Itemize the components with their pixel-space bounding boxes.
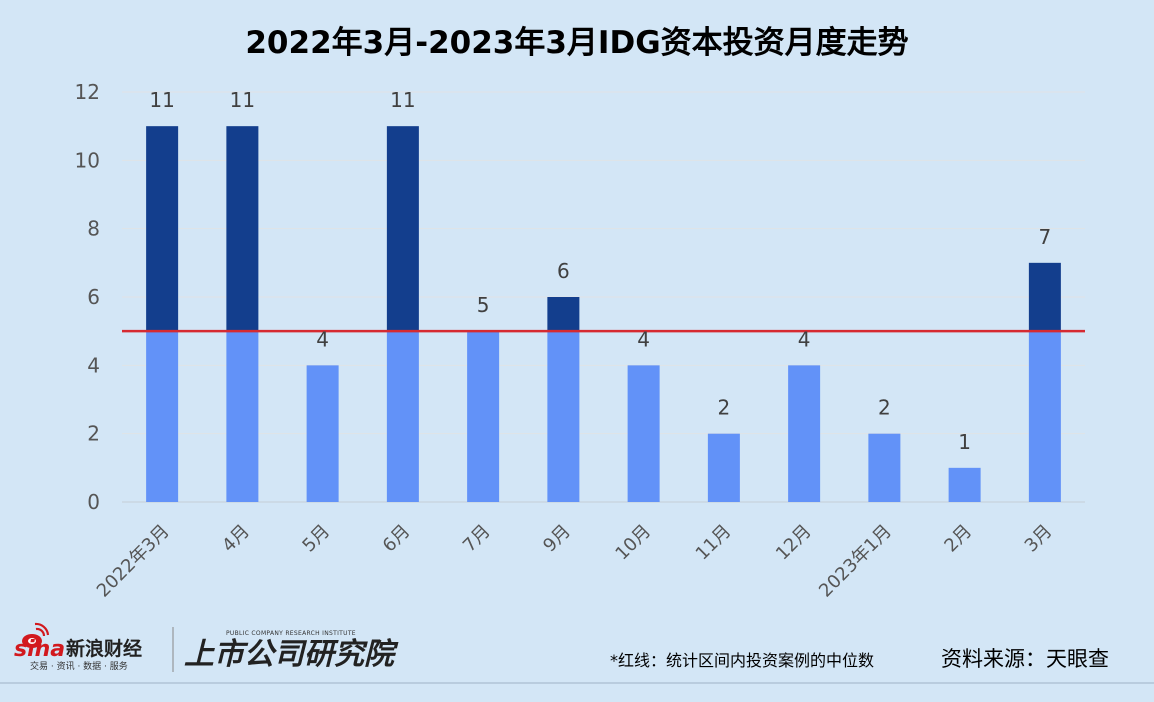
x-tick-label: 2月 — [940, 521, 976, 557]
data-label: 11 — [390, 88, 415, 112]
bar-segment-below-median — [547, 331, 580, 502]
bar-segment-above-median — [146, 126, 179, 332]
y-axis-tick-labels: 0 2 4 6 8 10 12 — [75, 80, 100, 514]
y-tick-label: 0 — [87, 490, 100, 514]
sina-eye-icon — [22, 622, 50, 648]
data-label: 7 — [1039, 225, 1052, 249]
sina-finance-tagline: 交易 · 资讯 · 数据 · 服务 — [30, 660, 128, 672]
x-tick-label: 12月 — [772, 521, 816, 565]
y-tick-label: 2 — [87, 422, 100, 446]
y-tick-label: 4 — [87, 353, 100, 377]
data-label: 2 — [718, 396, 731, 420]
gridlines — [122, 91, 1085, 503]
bar-segment-below-median — [146, 331, 179, 502]
institute-name: 上市公司研究院 — [184, 637, 399, 672]
bar-segment-above-median — [386, 126, 419, 332]
x-tick-label: 3月 — [1021, 521, 1057, 557]
data-label: 11 — [230, 88, 255, 112]
bar-segment-below-median — [1028, 331, 1061, 502]
x-tick-label: 7月 — [459, 521, 495, 557]
bar-segment-below-median — [306, 365, 339, 502]
bar-segment-above-median — [1028, 262, 1061, 332]
median-footnote: *红线：统计区间内投资案例的中位数 — [610, 651, 874, 670]
bar-segment-below-median — [948, 467, 981, 502]
x-tick-label: 9月 — [539, 521, 575, 557]
y-tick-label: 10 — [75, 148, 100, 172]
y-tick-label: 8 — [87, 217, 100, 241]
x-tick-label: 2023年1月 — [815, 521, 896, 602]
bar-segment-below-median — [788, 365, 821, 502]
data-label: 6 — [557, 259, 570, 283]
x-tick-label: 5月 — [298, 521, 334, 557]
data-label: 2 — [878, 396, 891, 420]
data-labels: 11 11 4 11 5 6 4 2 4 2 1 7 — [149, 88, 1051, 454]
sina-finance-name: 新浪财经 — [66, 637, 142, 660]
x-tick-label: 2022年3月 — [93, 521, 174, 602]
x-tick-label: 6月 — [379, 521, 415, 557]
bar-segment-below-median — [467, 331, 500, 502]
bar-segment-below-median — [386, 331, 419, 502]
chart-title: 2022年3月-2023年3月IDG资本投资月度走势 — [245, 25, 908, 61]
x-tick-label: 10月 — [611, 521, 655, 565]
research-institute-logo: PUBLIC COMPANY RESEARCH INSTITUTE 上市公司研究… — [184, 630, 399, 672]
bar-segment-above-median — [226, 126, 259, 332]
data-label: 4 — [637, 327, 650, 351]
institute-english-name: PUBLIC COMPANY RESEARCH INSTITUTE — [226, 630, 356, 637]
x-tick-label: 4月 — [218, 521, 254, 557]
data-source: 资料来源：天眼查 — [941, 647, 1109, 671]
data-label: 4 — [798, 327, 811, 351]
y-tick-label: 12 — [75, 80, 100, 104]
data-label: 11 — [149, 88, 174, 112]
bar-segment-below-median — [226, 331, 259, 502]
data-label: 1 — [958, 430, 971, 454]
y-tick-label: 6 — [87, 285, 100, 309]
bar-segment-below-median — [868, 433, 901, 502]
sina-wordmark: sina — [14, 637, 65, 662]
sina-finance-logo: sina 新浪财经 交易 · 资讯 · 数据 · 服务 — [14, 622, 142, 672]
data-label: 5 — [477, 293, 490, 317]
bar-segment-below-median — [707, 433, 740, 502]
data-label: 4 — [316, 327, 329, 351]
x-axis-category-labels: 2022年3月 4月 5月 6月 7月 9月 10月 11月 12月 2023年1月 2月 3月 — [93, 521, 1057, 602]
bar-segment-below-median — [627, 365, 660, 502]
bar-segment-above-median — [547, 297, 580, 332]
x-tick-label: 11月 — [692, 521, 736, 565]
bars — [146, 126, 1061, 502]
